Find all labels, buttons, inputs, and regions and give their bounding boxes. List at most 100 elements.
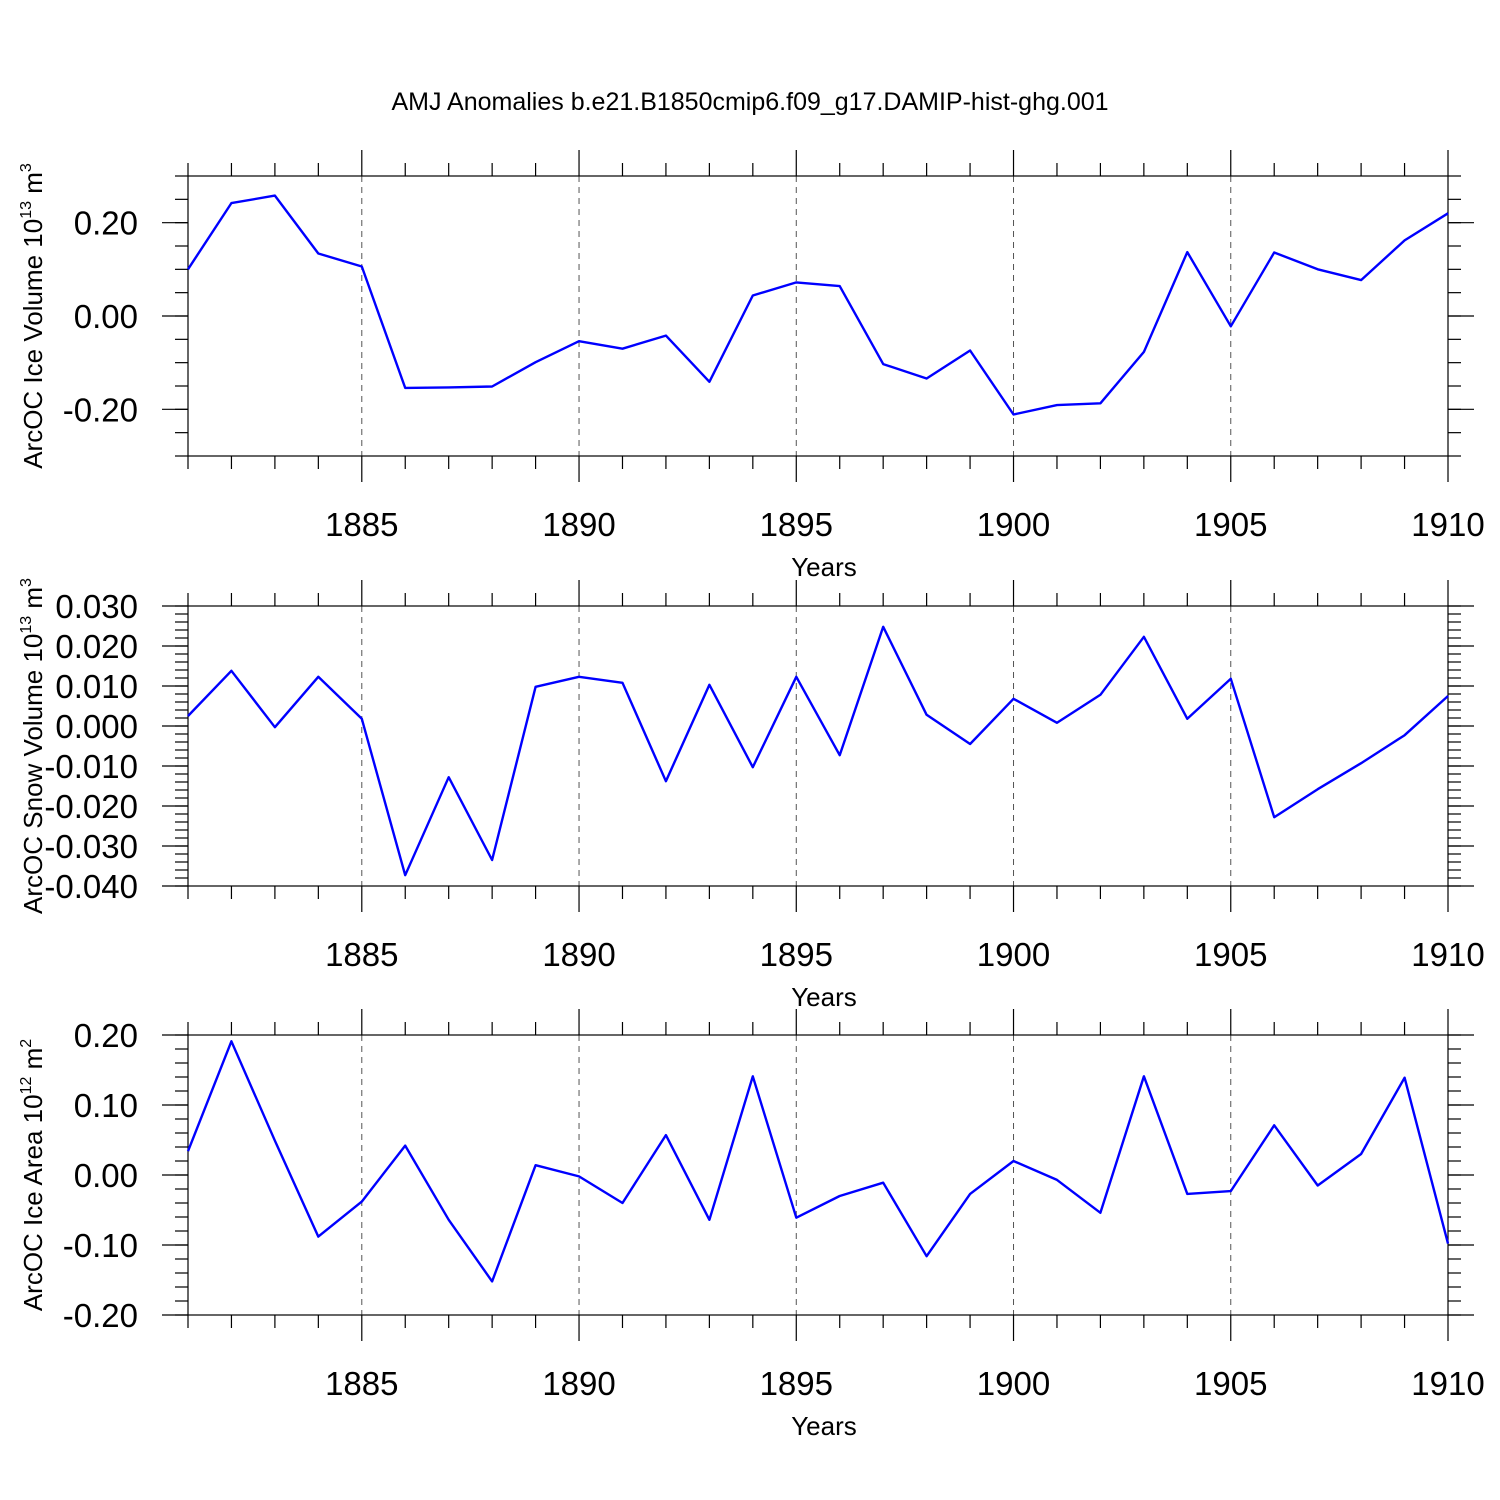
x-axis-label: Years	[791, 1411, 857, 1441]
data-point	[273, 725, 277, 729]
plot-frame	[187, 1034, 1449, 1316]
data-point	[1142, 1074, 1146, 1078]
data-point	[447, 1218, 451, 1222]
y-tick-label: 0.20	[74, 205, 138, 242]
x-tick-label: 1910	[1411, 1365, 1484, 1402]
y-axis-label: ArcOC Snow Volume 1013 m3	[18, 578, 48, 914]
x-tick-label: 1885	[325, 506, 398, 543]
plot-frame	[187, 175, 1449, 457]
data-point	[1272, 1123, 1276, 1127]
y-axis-label-part: ArcOC Snow Volume 10	[18, 634, 48, 914]
y-tick-label: 0.00	[74, 298, 138, 335]
data-point	[1359, 278, 1363, 282]
x-tick-label: 1895	[760, 936, 833, 973]
data-point	[577, 339, 581, 343]
data-point	[1185, 250, 1189, 254]
data-point	[577, 1174, 581, 1178]
data-point	[1142, 635, 1146, 639]
data-point	[707, 683, 711, 687]
series-line	[186, 194, 1449, 416]
y-tick-label: -0.010	[44, 748, 138, 785]
y-axis-label-part: m	[18, 1048, 48, 1077]
data-point	[229, 669, 233, 673]
data-point	[1098, 401, 1102, 405]
data-point	[186, 714, 190, 718]
x-tick-label: 1885	[325, 1365, 398, 1402]
x-tick-label: 1900	[977, 506, 1050, 543]
data-point	[534, 685, 538, 689]
x-tick-label: 1900	[977, 1365, 1050, 1402]
data-point	[447, 385, 451, 389]
series-line	[187, 625, 1449, 877]
data-point	[925, 377, 929, 381]
data-point	[490, 384, 494, 388]
y-tick-label: 0.010	[55, 668, 138, 705]
data-point	[620, 1201, 624, 1205]
data-point	[707, 380, 711, 384]
data-point	[360, 717, 364, 721]
y-tick-label: 0.000	[55, 708, 138, 745]
data-point	[1359, 761, 1363, 765]
data-point	[403, 1144, 407, 1148]
panel-2: 1885 1890 1895 1900 1905 1910-0.040-0.030-0.0…	[18, 578, 1485, 1012]
data-point	[838, 753, 842, 757]
data-point	[316, 1235, 320, 1239]
data-point	[316, 675, 320, 679]
data-point	[751, 293, 755, 297]
data-point	[968, 742, 972, 746]
data-point	[838, 1194, 842, 1198]
y-axis-label-part: m	[18, 172, 48, 201]
data-point	[1446, 211, 1450, 215]
y-axis-label: ArcOC Ice Volume 1013 m3	[18, 163, 48, 469]
data-point	[1403, 238, 1407, 242]
data-point	[534, 360, 538, 364]
data-point	[751, 765, 755, 769]
data-point	[794, 1216, 798, 1220]
x-tick-label: 1890	[542, 936, 615, 973]
data-point	[620, 347, 624, 351]
data-point	[1185, 1192, 1189, 1196]
x-tick-label: 1905	[1194, 1365, 1267, 1402]
data-point	[273, 1139, 277, 1143]
y-tick-label: -0.10	[63, 1227, 138, 1264]
chart-title: AMJ Anomalies b.e21.B1850cmip6.f09_g17.D…	[391, 88, 1108, 116]
data-point	[490, 858, 494, 862]
series-line	[186, 1040, 1450, 1283]
data-point	[968, 1192, 972, 1196]
data-point	[186, 267, 190, 271]
data-point	[273, 194, 277, 198]
data-point	[229, 1039, 233, 1043]
y-axis-label-part: m	[18, 587, 48, 616]
data-point	[186, 1149, 190, 1153]
x-tick-label: 1885	[325, 936, 398, 973]
data-point	[447, 775, 451, 779]
y-tick-label: -0.020	[44, 788, 138, 825]
y-tick-label: -0.20	[63, 391, 138, 428]
data-point	[925, 1254, 929, 1258]
data-point	[490, 1279, 494, 1283]
data-point	[1098, 1211, 1102, 1215]
y-axis-label-superscript: 3	[18, 578, 35, 587]
data-point	[1316, 1184, 1320, 1188]
data-point	[360, 265, 364, 269]
x-tick-label: 1895	[760, 1365, 833, 1402]
x-tick-label: 1910	[1411, 936, 1484, 973]
y-axis-label-part: ArcOC Ice Volume 10	[18, 219, 48, 469]
y-tick-label: 0.20	[74, 1017, 138, 1054]
y-axis-label-superscript: 12	[18, 1077, 35, 1095]
data-point	[1012, 697, 1016, 701]
y-axis-label-superscript: 13	[18, 616, 35, 634]
data-point	[1229, 677, 1233, 681]
data-point	[707, 1218, 711, 1222]
data-point	[968, 349, 972, 353]
data-point	[1229, 1189, 1233, 1193]
panels: 1885 1890 1895 1900 1905 1910 -0.20 0.00 0.20 Yea…	[18, 150, 1485, 1441]
y-tick-label: -0.030	[44, 828, 138, 865]
x-tick-label: 1890	[542, 506, 615, 543]
data-point	[1403, 1076, 1407, 1080]
y-axis-label-superscript: 3	[18, 163, 35, 172]
data-point	[881, 1181, 885, 1185]
data-point	[1229, 324, 1233, 328]
data-point	[664, 1133, 668, 1137]
y-tick-label: 0.00	[74, 1157, 138, 1194]
